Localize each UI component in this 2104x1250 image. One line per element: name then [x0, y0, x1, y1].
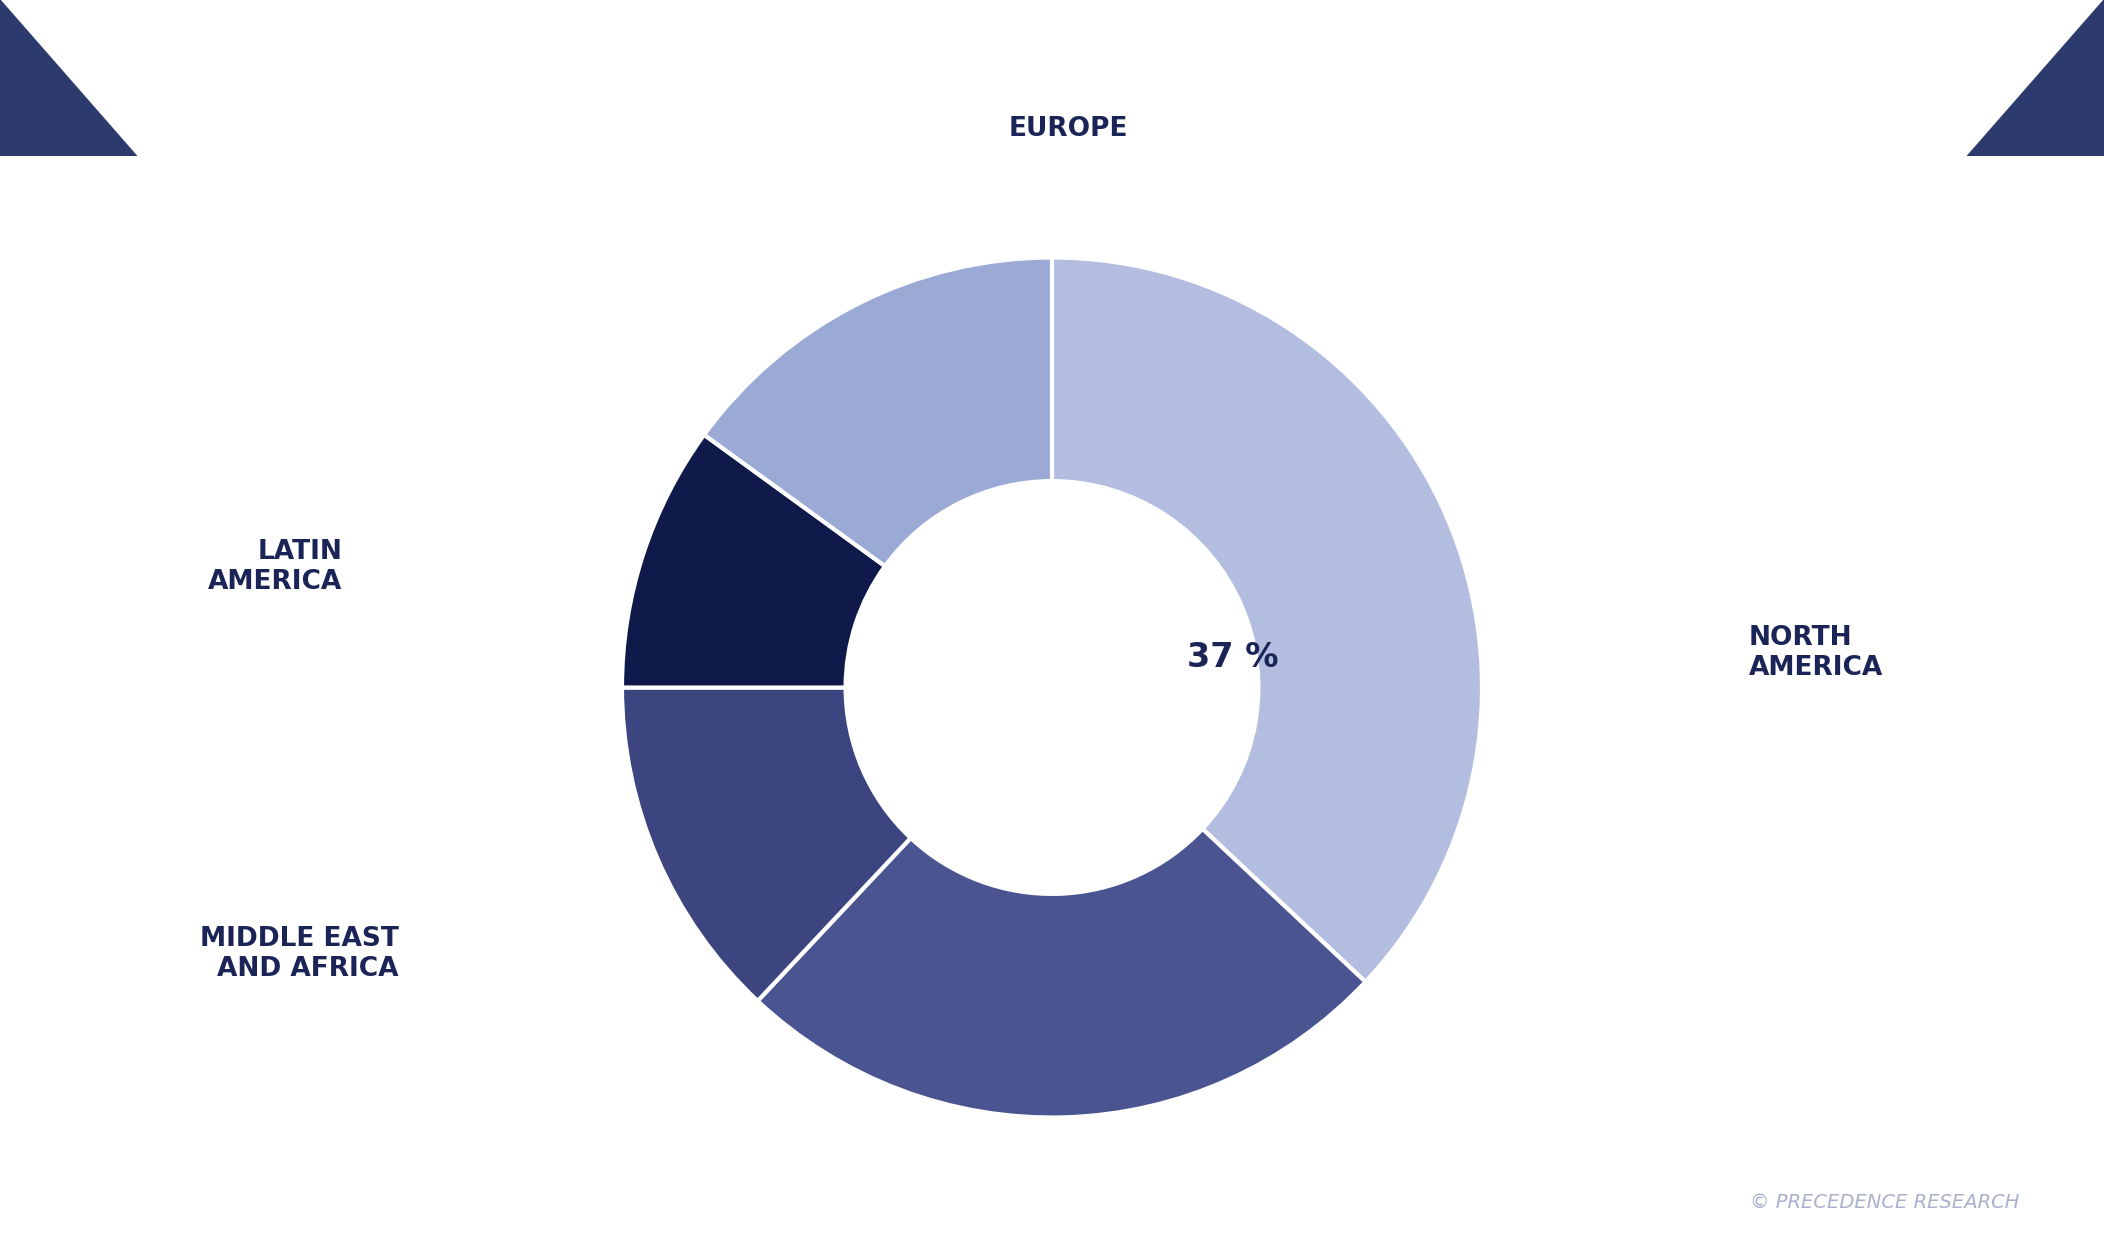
Wedge shape [623, 435, 886, 688]
Text: © PRECEDENCE RESEARCH: © PRECEDENCE RESEARCH [1751, 1194, 2020, 1212]
Wedge shape [705, 258, 1052, 566]
Text: DENTAL BIOMATERIALS MARKET SHARE, BY REGION, 2021 (%): DENTAL BIOMATERIALS MARKET SHARE, BY REG… [326, 58, 1778, 99]
Wedge shape [1052, 258, 1481, 981]
Polygon shape [1967, 0, 2104, 156]
Text: LATIN
AMERICA: LATIN AMERICA [208, 539, 343, 595]
Wedge shape [623, 688, 911, 1001]
Text: NORTH
AMERICA: NORTH AMERICA [1748, 625, 1883, 681]
Text: EUROPE: EUROPE [1010, 115, 1128, 141]
Polygon shape [0, 0, 137, 156]
Text: 37 %: 37 % [1187, 641, 1279, 674]
Wedge shape [757, 829, 1365, 1118]
Text: MIDDLE EAST
AND AFRICA: MIDDLE EAST AND AFRICA [200, 926, 398, 982]
